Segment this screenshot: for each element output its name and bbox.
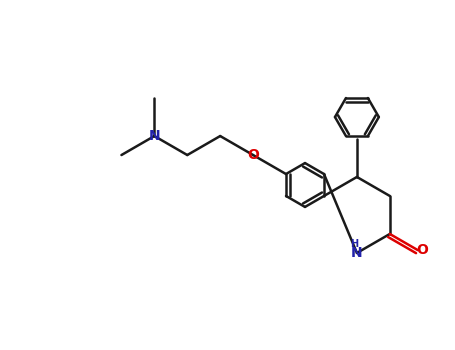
Text: N: N <box>148 129 160 143</box>
Text: O: O <box>416 243 428 257</box>
Text: H: H <box>350 239 358 249</box>
Text: N: N <box>351 246 363 260</box>
Text: O: O <box>247 148 259 162</box>
